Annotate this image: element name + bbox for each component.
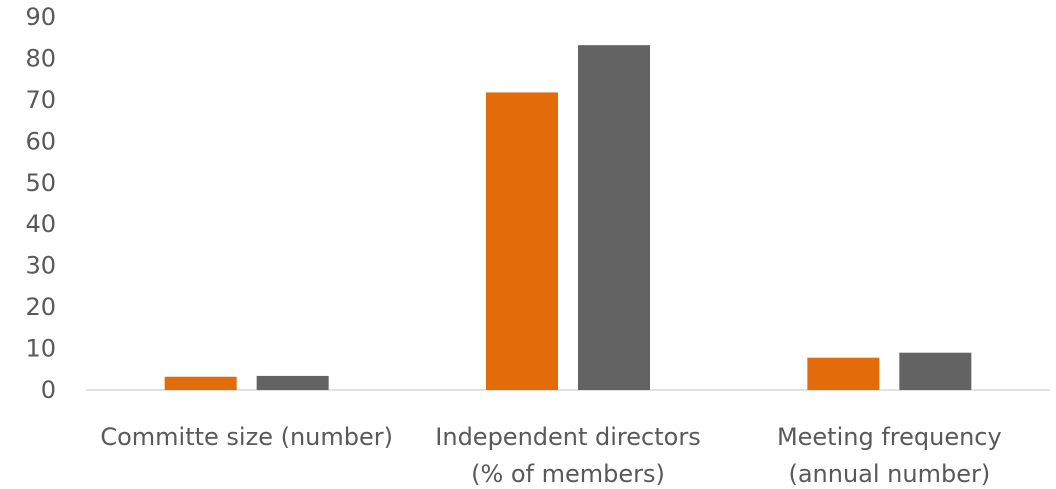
category-label-line: (annual number)	[788, 460, 990, 488]
y-tick-label: 10	[25, 335, 56, 363]
category-label-line: Independent directors	[435, 423, 700, 451]
y-tick-label: 40	[25, 210, 56, 238]
bar-series-1-category-3	[807, 357, 880, 390]
category-label-line: (% of members)	[471, 460, 665, 488]
y-tick-label: 90	[25, 3, 56, 31]
y-tick-label: 20	[25, 293, 56, 321]
category-label: Meeting frequency (annual number)	[777, 423, 1002, 488]
category-label: Committe size (number)	[100, 423, 393, 451]
bar-series-2-category-1	[256, 375, 329, 390]
bars	[164, 45, 972, 390]
y-axis-tick-labels: 0 10 20 30 40 50 60 70 80 90	[25, 3, 56, 404]
category-labels: Committe size (number) Independent direct…	[100, 423, 1001, 488]
category-label-line: Committe size (number)	[100, 423, 393, 451]
y-tick-label: 70	[25, 86, 56, 114]
y-tick-label: 60	[25, 127, 56, 155]
bar-series-2-category-3	[899, 352, 972, 390]
y-tick-label: 0	[41, 376, 56, 404]
y-tick-label: 50	[25, 169, 56, 197]
bar-series-1-category-1	[164, 376, 237, 390]
y-tick-label: 80	[25, 44, 56, 72]
bar-series-2-category-2	[578, 45, 650, 390]
y-tick-label: 30	[25, 252, 56, 280]
category-label: Independent directors (% of members)	[435, 423, 700, 488]
category-label-line: Meeting frequency	[777, 423, 1002, 451]
bar-series-1-category-2	[486, 92, 558, 390]
